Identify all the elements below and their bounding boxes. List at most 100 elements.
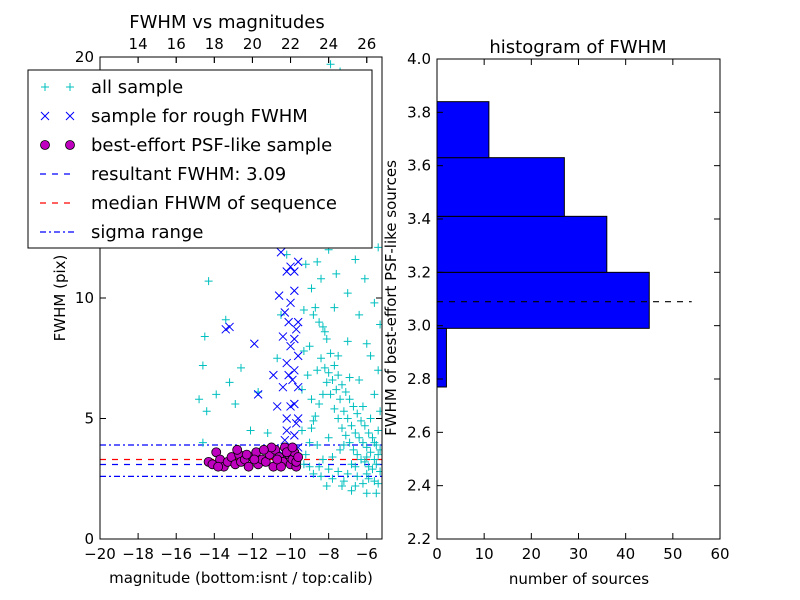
data-point-cross xyxy=(274,291,284,300)
data-point-plus xyxy=(351,255,360,264)
legend-label: best-effort PSF-like sample xyxy=(91,135,332,156)
data-point-plus xyxy=(317,274,326,283)
data-point-plus xyxy=(343,469,352,478)
data-point-plus xyxy=(334,351,343,360)
histogram-y-tick-label: 3.0 xyxy=(407,317,431,335)
data-point-cross xyxy=(289,334,299,344)
y-tick-label: 20 xyxy=(75,48,94,66)
data-point-plus xyxy=(360,421,369,430)
data-point-plus xyxy=(358,479,367,488)
top-tick-label: 20 xyxy=(243,35,262,53)
data-point-plus xyxy=(337,424,346,433)
data-point-circle xyxy=(272,454,283,465)
data-point-plus xyxy=(345,395,354,404)
data-point-plus xyxy=(315,462,324,471)
data-point-plus xyxy=(326,60,335,69)
data-point-circle xyxy=(258,444,269,455)
data-point-plus xyxy=(364,428,373,437)
data-point-plus xyxy=(343,414,352,423)
data-point-plus xyxy=(353,409,362,418)
data-point-plus xyxy=(297,426,306,435)
legend-marker xyxy=(41,83,49,91)
histogram-bar xyxy=(436,157,565,217)
histogram-title: histogram of FWHM xyxy=(489,37,666,58)
legend-label: sigma range xyxy=(91,222,203,243)
data-point-plus xyxy=(343,337,352,346)
x-tick-label: −20 xyxy=(84,545,116,563)
data-point-plus xyxy=(337,380,346,389)
data-point-plus xyxy=(322,334,331,343)
data-point-plus xyxy=(318,322,327,331)
data-point-plus xyxy=(334,414,343,423)
data-point-plus xyxy=(362,453,371,462)
x-tick-label: −8 xyxy=(318,545,340,563)
data-point-cross xyxy=(284,317,293,327)
top-tick-label: 14 xyxy=(129,35,148,53)
data-point-plus xyxy=(313,441,322,450)
data-point-plus xyxy=(328,474,337,483)
data-point-plus xyxy=(332,269,341,278)
data-point-plus xyxy=(326,349,335,358)
data-point-cross xyxy=(269,370,278,380)
data-point-plus xyxy=(345,373,354,382)
data-point-plus xyxy=(374,243,382,252)
data-point-plus xyxy=(297,385,306,394)
scatter-y-axis: 0 5 10 20 xyxy=(75,48,382,548)
legend-label: sample for rough FWHM xyxy=(91,106,308,127)
legend-label: all sample xyxy=(91,77,183,98)
data-point-cross xyxy=(293,414,303,423)
legend-entry: resultant FWHM: 3.09 xyxy=(40,164,286,185)
data-point-plus xyxy=(273,354,282,363)
histogram-y-tick-label: 2.4 xyxy=(407,477,431,495)
data-point-plus xyxy=(372,489,381,498)
data-point-cross xyxy=(280,435,290,445)
data-point-plus xyxy=(237,363,245,372)
data-point-cross xyxy=(286,262,295,272)
data-point-plus xyxy=(364,462,373,471)
data-point-circle xyxy=(249,454,260,465)
data-point-plus xyxy=(336,395,345,404)
data-point-plus xyxy=(200,332,209,341)
data-point-plus xyxy=(307,395,316,404)
data-point-plus xyxy=(231,400,240,409)
top-tick-label: 26 xyxy=(357,35,376,53)
data-point-plus xyxy=(198,361,207,370)
data-point-plus xyxy=(313,257,322,266)
data-point-plus xyxy=(311,412,320,421)
data-point-cross xyxy=(284,370,293,380)
histogram-bar xyxy=(436,215,608,273)
data-point-cross xyxy=(289,286,299,296)
histogram-x-tick-label: 60 xyxy=(710,545,729,563)
data-point-plus xyxy=(370,390,379,399)
data-point-plus xyxy=(366,414,375,423)
data-point-plus xyxy=(376,320,382,329)
data-point-plus xyxy=(351,428,360,437)
data-point-plus xyxy=(324,433,333,442)
data-point-cross xyxy=(293,257,303,267)
data-point-circle xyxy=(241,449,252,460)
histogram-y-tick-label: 2.6 xyxy=(407,423,431,441)
data-point-plus xyxy=(315,400,324,409)
histogram-x-tick-label: 20 xyxy=(522,545,541,563)
data-point-cross xyxy=(289,431,299,440)
data-point-plus xyxy=(305,462,314,471)
data-point-plus xyxy=(309,469,318,478)
data-point-plus xyxy=(358,402,367,411)
histogram-x-tick-label: 10 xyxy=(475,545,494,563)
data-point-plus xyxy=(339,441,348,450)
data-point-plus xyxy=(303,371,312,380)
histogram-y-tick-label: 2.2 xyxy=(407,530,431,548)
data-point-plus xyxy=(362,339,371,348)
data-point-plus xyxy=(305,342,314,351)
data-point-plus xyxy=(376,445,382,454)
legend-entry: all sample xyxy=(41,77,183,98)
data-point-plus xyxy=(301,450,310,459)
data-point-plus xyxy=(330,404,339,413)
data-point-plus xyxy=(322,481,331,490)
series-circle xyxy=(203,442,304,472)
histogram-y-tick-label: 2.8 xyxy=(407,370,431,388)
y-tick-label: 5 xyxy=(84,410,94,428)
data-point-plus xyxy=(301,260,310,269)
legend-marker xyxy=(66,83,74,91)
